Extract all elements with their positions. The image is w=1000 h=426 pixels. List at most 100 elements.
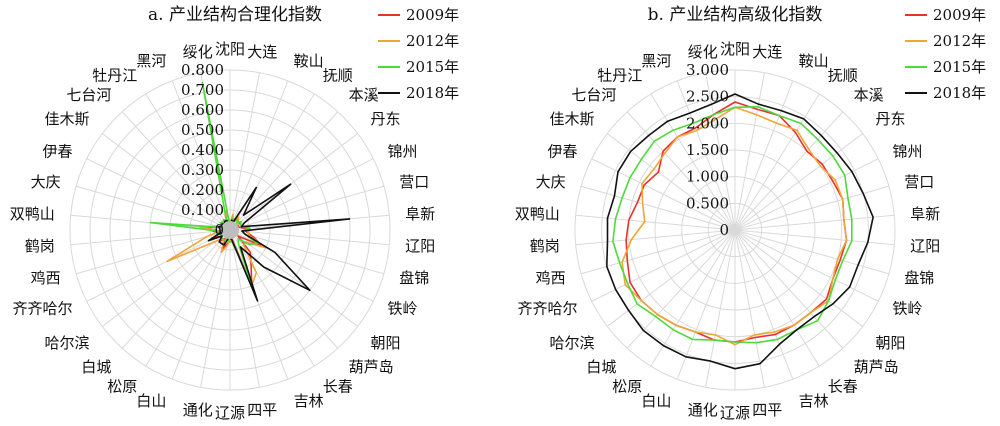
category-label: 大庆 bbox=[31, 173, 61, 191]
grid-spoke bbox=[734, 72, 765, 231]
category-label: 鸡西 bbox=[536, 269, 566, 287]
category-label: 齐齐哈尔 bbox=[517, 299, 577, 317]
category-label: 绥化 bbox=[183, 43, 213, 61]
grid-spoke bbox=[121, 111, 231, 231]
category-label: 长春 bbox=[828, 378, 858, 396]
grid-spoke bbox=[200, 229, 231, 388]
grid-spoke bbox=[734, 133, 863, 231]
grid-spoke bbox=[734, 158, 879, 231]
grid-spoke bbox=[734, 214, 895, 231]
grid-spoke bbox=[86, 158, 231, 231]
legend-label: 2009年 bbox=[406, 6, 459, 24]
tick-label: 2.500 bbox=[686, 88, 729, 106]
category-label: 辽阳 bbox=[405, 237, 435, 255]
grid-spoke bbox=[676, 229, 736, 380]
grid-spoke bbox=[70, 229, 231, 246]
grid-spoke bbox=[626, 229, 736, 349]
category-label: 七台河 bbox=[66, 86, 111, 104]
category-label: 盘锦 bbox=[904, 269, 934, 287]
category-label: 松原 bbox=[107, 378, 137, 396]
category-label: 鞍山 bbox=[799, 52, 829, 70]
tick-label: 1.000 bbox=[686, 168, 729, 186]
grid-spoke bbox=[229, 72, 260, 231]
category-label: 通化 bbox=[183, 401, 213, 419]
category-label: 双鸭山 bbox=[515, 205, 560, 223]
category-label: 佳木斯 bbox=[549, 110, 594, 128]
category-label: 朝阳 bbox=[876, 334, 906, 352]
category-label: 本溪 bbox=[349, 86, 379, 104]
grid-spoke bbox=[734, 229, 844, 349]
center-fill bbox=[221, 221, 239, 239]
category-label: 大连 bbox=[752, 43, 782, 61]
category-label: 辽源 bbox=[720, 404, 750, 422]
category-label: 盘锦 bbox=[399, 269, 429, 287]
radar-chart-b: b. 产业结构高级化指数 0 0.500 1.000 1.500 2.000 2.500 3.… bbox=[515, 5, 986, 422]
tick-label: 0.400 bbox=[181, 141, 224, 159]
category-label: 黑河 bbox=[136, 52, 166, 70]
grid-spoke bbox=[229, 229, 390, 246]
legend-label: 2012年 bbox=[406, 32, 459, 50]
category-label: 白城 bbox=[586, 358, 616, 376]
tick-label: 0.200 bbox=[181, 181, 224, 199]
grid-spoke bbox=[171, 80, 231, 231]
category-label: 辽源 bbox=[215, 404, 245, 422]
category-label: 葫芦岛 bbox=[854, 358, 899, 376]
category-label: 辽阳 bbox=[910, 237, 940, 255]
category-label: 阜新 bbox=[910, 205, 940, 223]
category-label: 齐齐哈尔 bbox=[12, 299, 72, 317]
category-label: 伊春 bbox=[42, 143, 72, 161]
tick-label: 0.700 bbox=[181, 81, 224, 99]
grid-spoke bbox=[171, 229, 231, 380]
category-label: 大庆 bbox=[536, 173, 566, 191]
grid-spoke bbox=[705, 72, 736, 231]
grid-spoke bbox=[229, 133, 358, 231]
category-label: 鹤岗 bbox=[25, 237, 55, 255]
category-label: 本溪 bbox=[854, 86, 884, 104]
grid-spoke bbox=[229, 80, 289, 231]
grid-spoke bbox=[229, 229, 289, 380]
category-label: 葫芦岛 bbox=[349, 358, 394, 376]
grid-spoke bbox=[229, 229, 315, 367]
category-label: 锦州 bbox=[388, 143, 418, 161]
tick-label: 0.800 bbox=[181, 61, 224, 79]
grid-spoke bbox=[229, 158, 374, 231]
category-label: 哈尔滨 bbox=[549, 334, 594, 352]
category-label: 铁岭 bbox=[893, 299, 923, 317]
grid-spoke bbox=[75, 185, 231, 231]
category-label: 鞍山 bbox=[294, 52, 324, 70]
category-label: 四平 bbox=[752, 401, 782, 419]
grid-spoke bbox=[229, 111, 339, 231]
tick-label: 0.500 bbox=[181, 121, 224, 139]
legend-label: 2009年 bbox=[933, 6, 986, 24]
tick-label: 1.500 bbox=[686, 141, 729, 159]
category-label: 营口 bbox=[399, 173, 429, 191]
radar-chart-a: a. 产业结构合理化指数 0 0.100 0.200 0.300 0.400 0.500 0.… bbox=[10, 5, 459, 422]
grid-spoke bbox=[102, 133, 231, 231]
category-label: 抚顺 bbox=[323, 66, 353, 84]
grid-spoke bbox=[229, 229, 358, 327]
grid-spoke bbox=[734, 229, 890, 275]
legend-label: 2018年 bbox=[933, 84, 986, 102]
legend: 2009年 2012年 2015年 2018年 bbox=[378, 6, 459, 102]
category-label: 伊春 bbox=[547, 143, 577, 161]
grid-spoke bbox=[734, 229, 820, 367]
category-label: 七台河 bbox=[571, 86, 616, 104]
legend: 2009年 2012年 2015年 2018年 bbox=[905, 6, 986, 102]
grid-spoke bbox=[626, 111, 736, 231]
tick-label: 0 bbox=[214, 221, 224, 239]
grid-spoke bbox=[580, 185, 736, 231]
chart-title: a. 产业结构合理化指数 bbox=[148, 5, 322, 25]
category-label: 抚顺 bbox=[828, 66, 858, 84]
category-label: 丹东 bbox=[876, 110, 906, 128]
category-label: 白山 bbox=[641, 392, 671, 410]
category-label: 牡丹江 bbox=[92, 66, 137, 84]
grid-spoke bbox=[734, 111, 844, 231]
grid-spoke bbox=[145, 229, 231, 367]
category-label: 通化 bbox=[688, 401, 718, 419]
category-label: 沈阳 bbox=[720, 40, 750, 58]
category-label: 长春 bbox=[323, 378, 353, 396]
grid-spoke bbox=[591, 158, 736, 231]
tick-label: 2.000 bbox=[686, 114, 729, 132]
